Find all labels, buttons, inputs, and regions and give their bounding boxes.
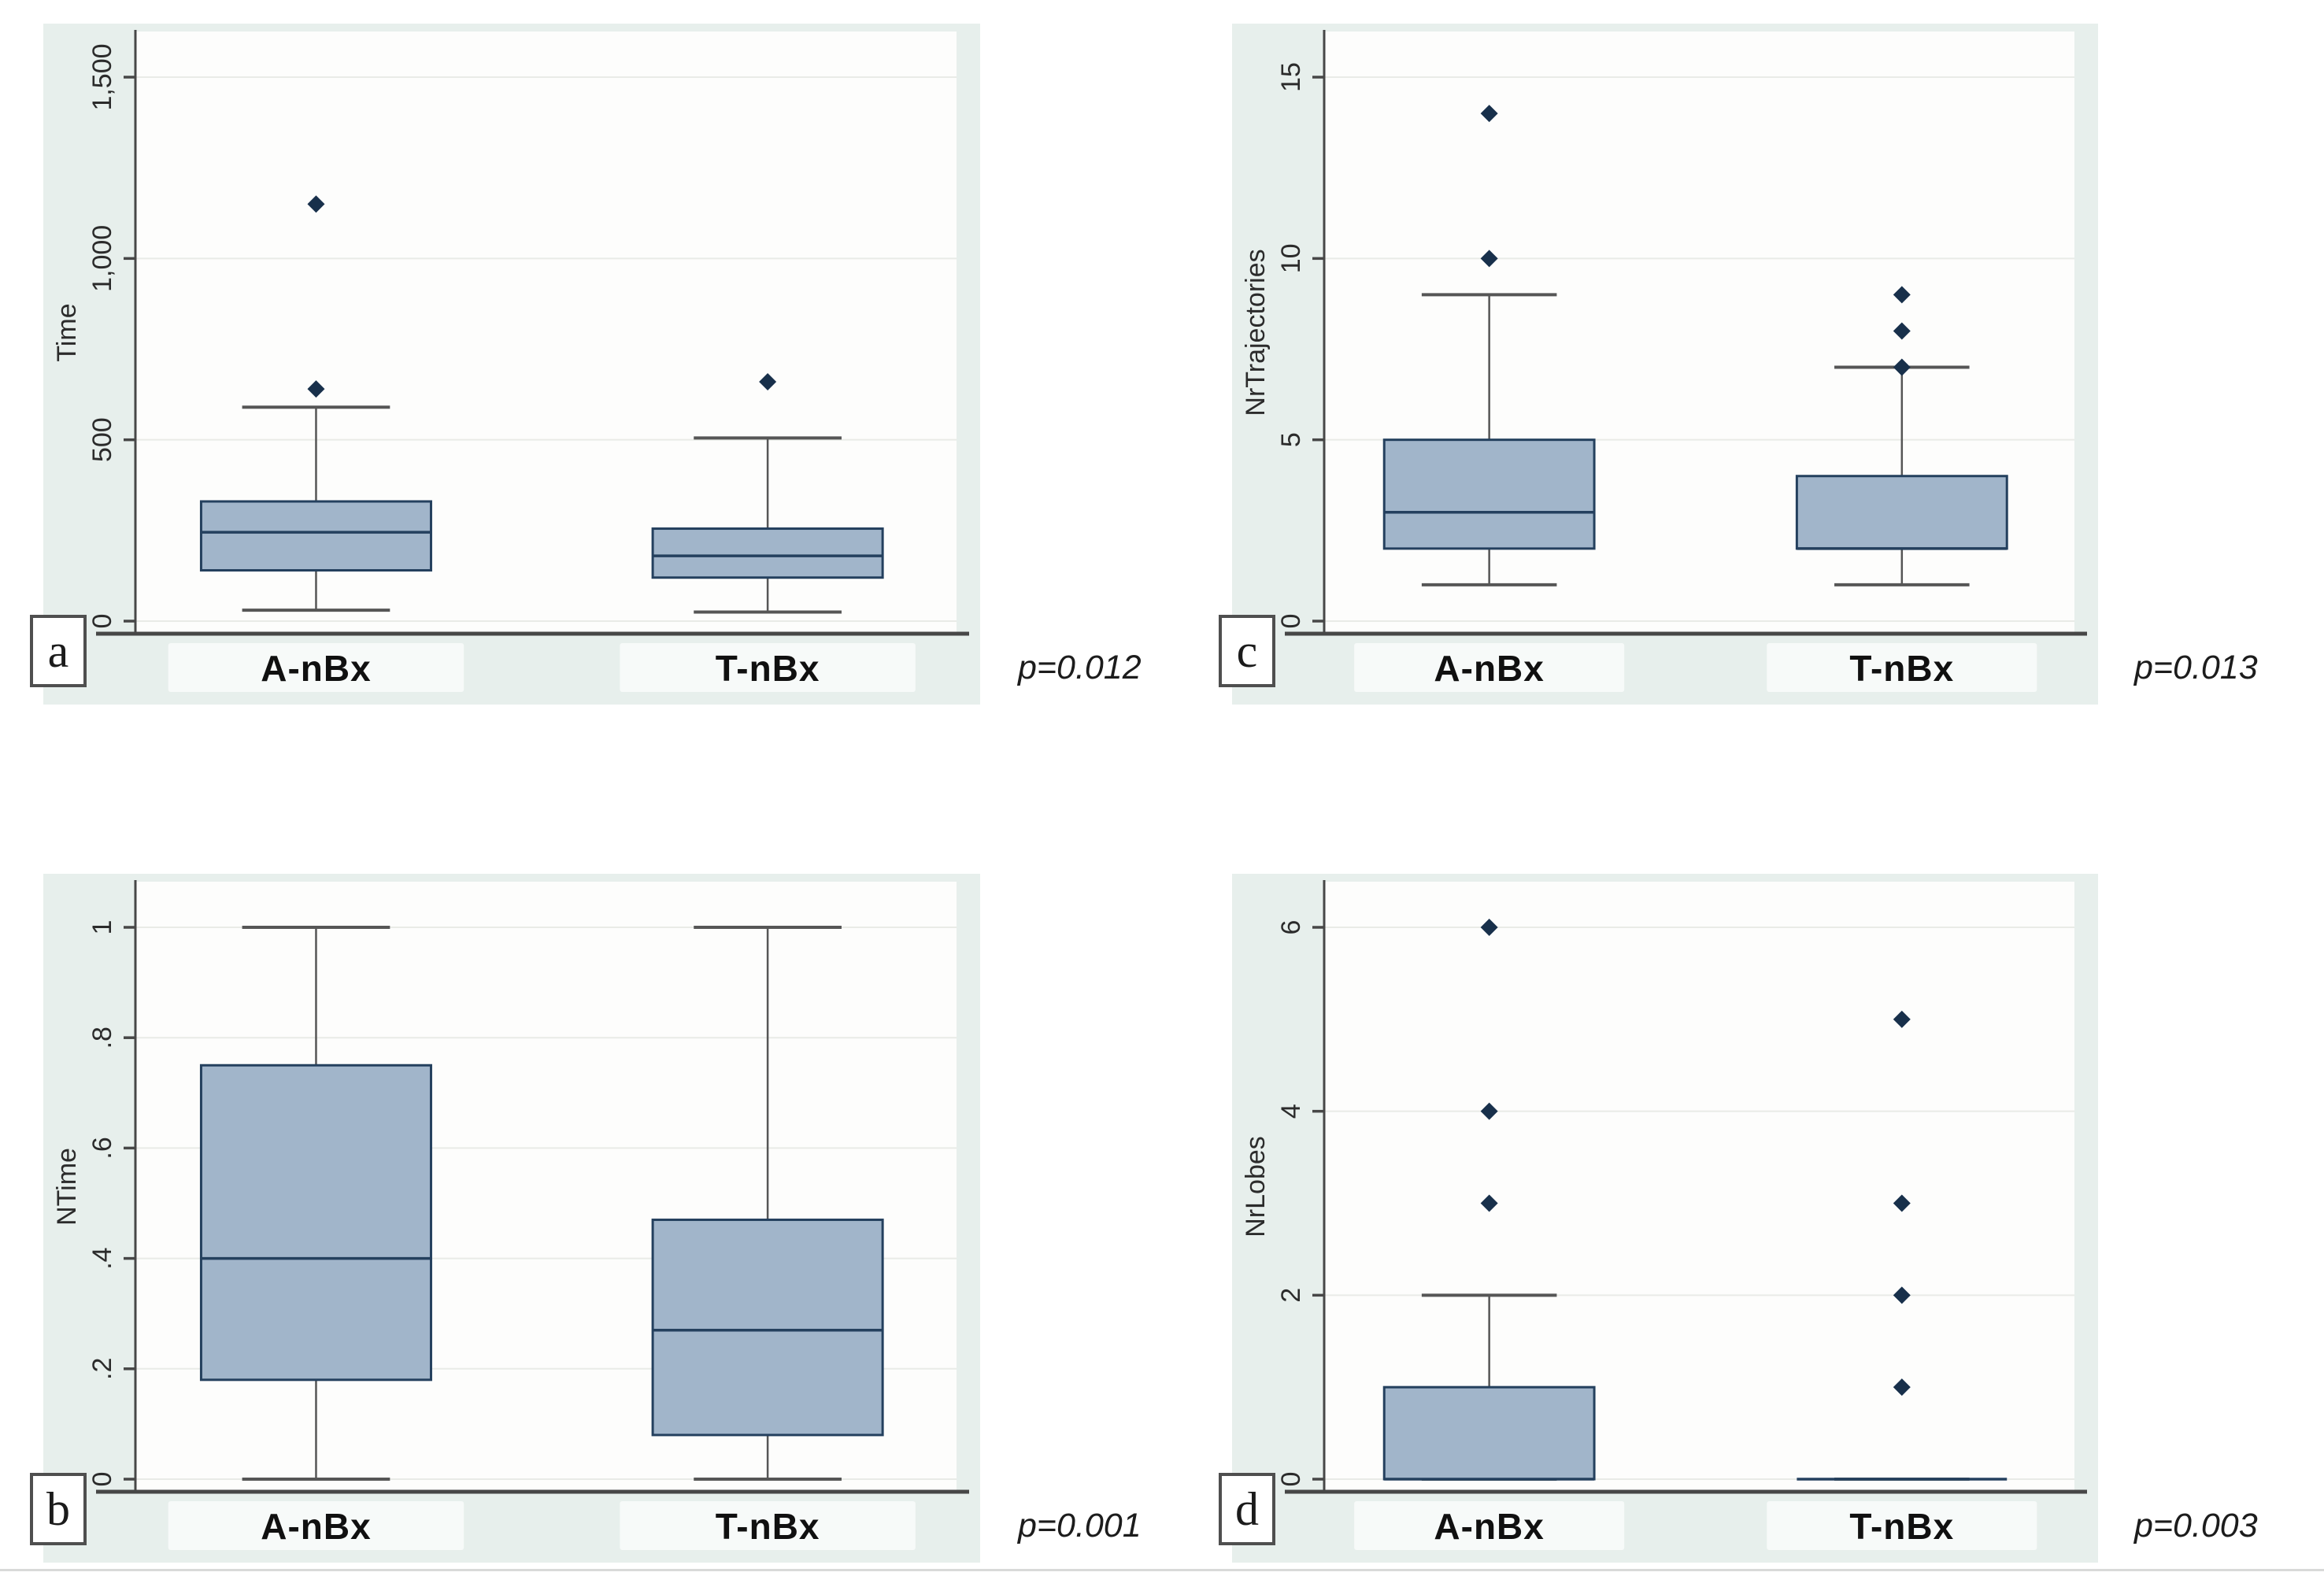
- group-label-strip: [1354, 1501, 1625, 1550]
- panel-d-nrlobes-boxplot: 0 2 4 6 NrLobes A-nBx T-nBx: [1232, 874, 2098, 1563]
- y-tick-label: 1,500: [87, 43, 117, 110]
- box-a-nbx: [1382, 1385, 1596, 1481]
- y-tick-label: .8: [87, 1027, 117, 1049]
- y-tick-label: 1,000: [87, 225, 117, 292]
- panel-c-wrap: 0 5 10 15 NrTrajectories A-nBx T-nBx c p=0.013: [1219, 24, 2258, 705]
- group-label-a-nbx: A-nBx: [1434, 648, 1544, 689]
- group-label-a-nbx: A-nBx: [261, 648, 371, 689]
- outlier-point-a-nbx: [1480, 105, 1498, 123]
- group-label-t-nbx: T-nBx: [716, 1506, 820, 1547]
- box-a-nbx: [1382, 438, 1596, 550]
- panel-letter-b: b: [30, 1473, 87, 1545]
- boxplot-svg: 0 .2 .4 .6 .8 1 NTime A-nBx T-nBx: [52, 880, 969, 1550]
- group-label-a-nbx: A-nBx: [261, 1506, 371, 1547]
- group-label-t-nbx: T-nBx: [1849, 1506, 1954, 1547]
- outlier-point-a-nbx: [1480, 1194, 1498, 1212]
- y-tick-label: 6: [1276, 920, 1306, 935]
- y-axis-title: Time: [52, 303, 82, 361]
- outlier-point-t-nbx: [1893, 1286, 1911, 1304]
- y-tick-label: 0: [87, 1472, 117, 1487]
- panel-a-time-boxplot: 0 500 1,000 1,500 Time A-nBx T-nBx: [43, 24, 980, 705]
- y-axis-title: NTime: [52, 1148, 82, 1226]
- group-label-strip: [620, 1501, 916, 1550]
- y-tick-label: 500: [87, 417, 117, 462]
- y-tick-label: 2: [1276, 1288, 1306, 1303]
- panel-a-wrap: 0 500 1,000 1,500 Time A-nBx T-nBx a p=0.012: [30, 24, 1142, 705]
- box-t-nbx: [651, 527, 884, 579]
- outlier-point-t-nbx: [1893, 286, 1911, 304]
- outlier-point-t-nbx: [759, 372, 777, 390]
- outlier-point-t-nbx: [1893, 322, 1911, 340]
- panel-b-ntime-boxplot: 0 .2 .4 .6 .8 1 NTime A-nBx T-nBx: [43, 874, 980, 1563]
- y-tick-label: 15: [1276, 62, 1306, 92]
- outlier-point-t-nbx: [1893, 358, 1911, 376]
- outlier-point-t-nbx: [1893, 1010, 1911, 1028]
- group-label-t-nbx: T-nBx: [1849, 648, 1954, 689]
- boxplot-svg: 0 500 1,000 1,500 Time A-nBx T-nBx: [52, 30, 969, 692]
- y-tick-label: 0: [1276, 614, 1306, 629]
- group-label-strip: [168, 1501, 464, 1550]
- p-value-a: p=0.012: [1018, 649, 1142, 686]
- boxplot-svg: 0 2 4 6 NrLobes A-nBx T-nBx: [1241, 880, 2087, 1550]
- outlier-point-t-nbx: [1893, 1378, 1911, 1396]
- p-value-d: p=0.003: [2134, 1507, 2258, 1544]
- panel-letter-a: a: [30, 615, 87, 687]
- group-label-strip: [1767, 643, 2037, 692]
- group-label-a-nbx: A-nBx: [1434, 1506, 1544, 1547]
- p-value-b: p=0.001: [1018, 1507, 1142, 1544]
- y-tick-label: .2: [87, 1358, 117, 1380]
- y-axis-title: NrLobes: [1241, 1136, 1271, 1237]
- panel-letter-c: c: [1219, 615, 1275, 687]
- panel-b-wrap: 0 .2 .4 .6 .8 1 NTime A-nBx T-nBx b p=0.001: [30, 874, 1142, 1563]
- figure-bottom-divider: [0, 1569, 2324, 1571]
- y-tick-label: 4: [1276, 1104, 1306, 1119]
- y-tick-label: 5: [1276, 432, 1306, 447]
- outlier-point-t-nbx: [1893, 1194, 1911, 1212]
- box-a-nbx: [199, 1064, 432, 1382]
- outlier-point-a-nbx: [1480, 919, 1498, 936]
- box-a-nbx: [199, 500, 432, 572]
- boxplot-svg: 0 5 10 15 NrTrajectories A-nBx T-nBx: [1241, 30, 2087, 692]
- panel-c-nrtrajectories-boxplot: 0 5 10 15 NrTrajectories A-nBx T-nBx: [1232, 24, 2098, 705]
- panel-letter-d: d: [1219, 1473, 1275, 1545]
- group-label-strip: [1354, 643, 1625, 692]
- y-tick-label: .4: [87, 1247, 117, 1269]
- box-t-nbx: [1795, 475, 2008, 550]
- outlier-point-a-nbx: [307, 380, 325, 398]
- y-tick-label: 0: [87, 614, 117, 629]
- group-label-strip: [168, 643, 464, 692]
- outlier-point-a-nbx: [1480, 1102, 1498, 1120]
- y-tick-label: 0: [1276, 1472, 1306, 1487]
- group-label-strip: [1767, 1501, 2037, 1550]
- panel-d-wrap: 0 2 4 6 NrLobes A-nBx T-nBx d p=0.003: [1219, 874, 2258, 1563]
- group-label-t-nbx: T-nBx: [716, 648, 820, 689]
- y-tick-label: .6: [87, 1137, 117, 1159]
- y-axis-title: NrTrajectories: [1241, 249, 1271, 416]
- outlier-point-a-nbx: [307, 195, 325, 213]
- y-tick-label: 10: [1276, 243, 1306, 273]
- p-value-c: p=0.013: [2134, 649, 2258, 686]
- group-label-strip: [620, 643, 916, 692]
- outlier-point-a-nbx: [1480, 250, 1498, 268]
- y-tick-label: 1: [87, 920, 117, 935]
- box-t-nbx: [651, 1219, 884, 1437]
